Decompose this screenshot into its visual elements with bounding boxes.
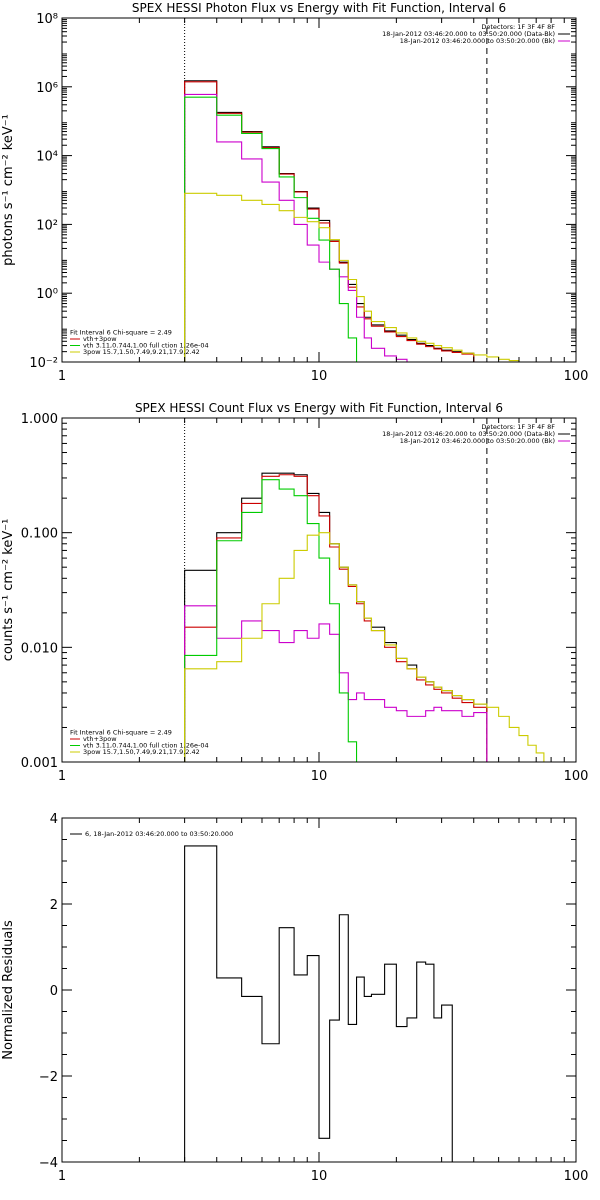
x-tick-label: 1 [58,1169,66,1184]
y-tick-label: 4 [50,812,58,827]
y-tick-label: 0.001 [21,756,58,771]
legend-top-entry: 18-Jan-2012 03:46:20.000 to 03:50:20.000… [400,37,555,45]
x-tick-label: 100 [564,769,589,784]
y-tick-label: 10⁶ [36,81,58,96]
legend-bottom-entry: vth 3.11,0.744,1.00 full ction 1.26e-04 [83,342,209,350]
series-3pow-line [184,192,529,362]
series-vth-3pow-line [184,81,475,362]
y-axis-label: photons s⁻¹ cm⁻² keV⁻¹ [1,114,16,266]
series-group [184,80,529,362]
legend-bottom-entry: 3pow 15.7,1.50,7.49,9.21,17.9,2.42 [83,748,200,756]
y-axis-label: counts s⁻¹ cm⁻² keV⁻¹ [1,519,16,662]
y-tick-label: 0.010 [21,641,58,656]
y-tick-label: 1.000 [21,412,58,427]
y-tick-label: 0 [50,984,58,999]
plot-frame [61,17,577,363]
legend-bottom-entry: Fit Interval 6 Chi-square = 2.49 [70,329,172,337]
legend-bottom-entry: vth+3pow [83,735,117,743]
legend-bottom-entry: Fit Interval 6 Chi-square = 2.49 [70,729,172,737]
y-tick-label: −4 [39,1156,58,1171]
series-3pow-line [184,532,552,762]
legend-bottom-entry: vth+3pow [83,335,117,343]
x-tick-label: 100 [564,1169,589,1184]
series-vth-line [184,479,358,762]
legend-top-entry: 6, 18-Jan-2012 03:46:20.000 to 03:50:20.… [85,830,233,838]
x-tick-label: 100 [564,369,589,384]
series-group [184,472,552,762]
x-tick-label: 10 [311,369,328,384]
legend-bottom-entry: vth 3.11,0.744,1.00 full ction 1.26e-04 [83,742,209,750]
x-tick-label: 10 [311,769,328,784]
legend-bottom-entry: 3pow 15.7,1.50,7.49,9.21,17.9,2.42 [83,348,200,356]
y-tick-label: −2 [39,1070,58,1085]
x-tick-label: 10 [311,1169,328,1184]
y-tick-label: 2 [50,898,58,913]
x-tick-label: 1 [58,769,66,784]
y-tick-label: 0.100 [21,527,58,542]
x-tick-label: 1 [58,369,66,384]
legend-top-entry: Detectors: 1F 3F 4F 8F [481,23,555,31]
series-bk-line [184,605,488,762]
y-tick-label: 10⁸ [36,12,58,27]
y-tick-label: 10⁴ [36,150,58,165]
y-tick-label: 10⁻² [29,356,58,371]
chart-title: SPEX HESSI Count Flux vs Energy with Fit… [135,401,503,415]
chart-title: SPEX HESSI Photon Flux vs Energy with Fi… [132,1,506,15]
y-tick-label: 10⁰ [36,287,58,302]
panel-2: SPEX HESSI Count Flux vs Energy with Fit… [1,401,588,784]
legend-top-entry: Detectors: 1F 3F 4F 8F [481,423,555,431]
series-bk-line [184,93,418,362]
series-data-bk-line [184,80,475,362]
legend-top-entry: 18-Jan-2012 03:46:20.000 to 03:50:20.000… [400,437,555,445]
series-vth-line [184,96,358,362]
series-group [184,845,453,1162]
y-axis-label: Normalized Residuals [1,920,16,1060]
series-vth-3pow-line [184,474,488,762]
series-data-bk-line [184,472,488,762]
series-residuals-line [184,845,453,1162]
panel-3: 1 10 100 −4 −2 0 2 4 Normalized Residuals 6, 18-J… [1,812,588,1184]
legend-top-entry: 18-Jan-2012 03:46:20.000 to 03:50:20.000… [382,430,555,438]
panel-1: SPEX HESSI Photon Flux vs Energy with Fi… [1,1,588,384]
legend-top-entry: 18-Jan-2012 03:46:20.000 to 03:50:20.000… [382,30,555,38]
y-tick-label: 10² [36,218,58,233]
